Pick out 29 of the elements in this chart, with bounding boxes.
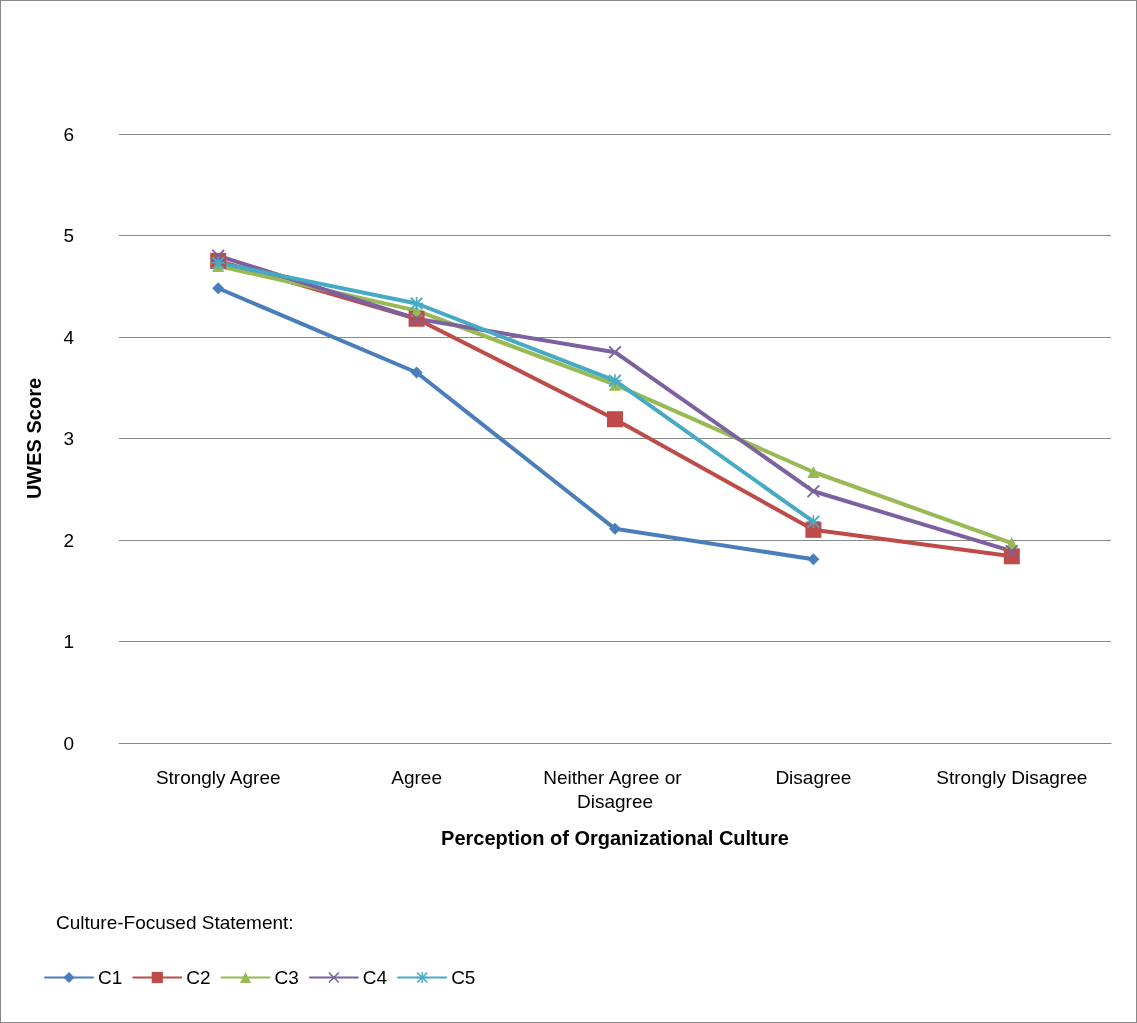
- legend-label: C1: [98, 967, 123, 988]
- point: [806, 484, 820, 498]
- y-axis-title: UWES Score: [23, 377, 45, 500]
- legend-label: C4: [362, 967, 388, 988]
- y-tick-label: 5: [63, 225, 74, 246]
- legend-title: Culture-Focused Statement:: [56, 912, 294, 933]
- legend-label: C5: [451, 967, 476, 988]
- point: [410, 366, 423, 379]
- y-tick-label: 4: [63, 326, 75, 348]
- point: [608, 345, 622, 359]
- point: [807, 553, 820, 566]
- y-tick-label: 1: [63, 631, 74, 652]
- y-tick-label: 2: [63, 529, 74, 551]
- x-tick-label: Strongly Disagree: [936, 766, 1088, 788]
- legend-label: C3: [274, 967, 299, 988]
- x-axis-title: Perception of Organizational Culture: [441, 827, 789, 849]
- x-tick-label: Neither Agree or Disagree: [543, 766, 687, 812]
- y-tick-label: 3: [63, 428, 74, 449]
- y-tick-label: 0: [63, 732, 74, 754]
- x-tick-label: Strongly Agree: [155, 766, 281, 788]
- x-tick-label: Disagree: [775, 766, 852, 788]
- y-tick-label: 6: [63, 123, 74, 145]
- point: [212, 282, 225, 295]
- legend-label: C2: [186, 967, 211, 988]
- x-tick-label: Agree: [391, 766, 442, 788]
- point: [607, 411, 623, 428]
- point: [807, 465, 820, 478]
- point: [609, 522, 621, 535]
- point: [1005, 544, 1019, 558]
